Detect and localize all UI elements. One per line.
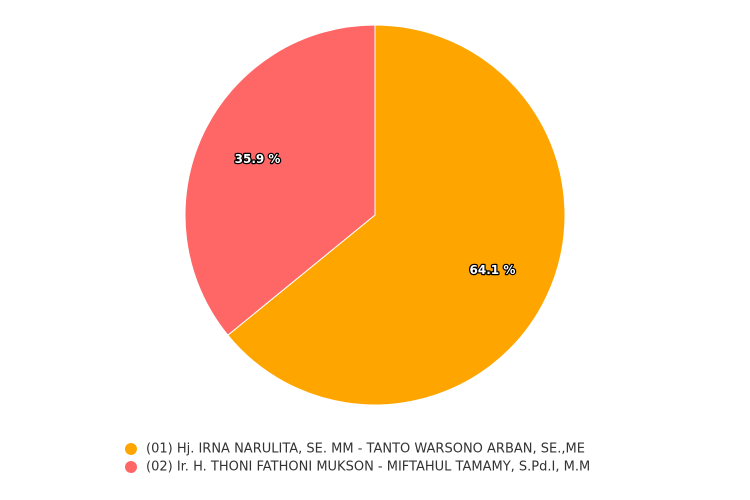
legend-text: (01) Hj. IRNA NARULITA, SE. MM - TANTO W… [146,442,585,457]
legend-text: (02) Ir. H. THONI FATHONI MUKSON - MIFTA… [146,460,590,475]
legend-marker [125,443,137,455]
data-label: 64.1 % [470,263,516,277]
legend-marker [125,461,137,473]
pie-slice [227,24,566,406]
pie-slice [184,24,376,336]
data-label: 35.9 % [235,152,281,166]
